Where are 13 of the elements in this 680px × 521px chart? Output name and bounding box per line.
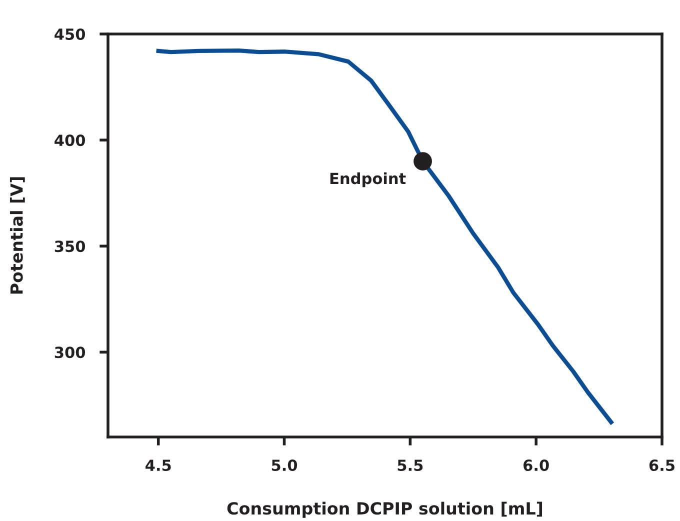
x-tick-label: 5.0 <box>272 459 298 472</box>
x-tick-label: 4.5 <box>146 460 171 472</box>
y-tick-label: 450 <box>54 28 86 40</box>
line-series <box>156 48 614 424</box>
x-axis-title: Consumption DCPIP solution [mL] <box>227 502 542 518</box>
y-tick-label: 300 <box>54 346 86 358</box>
x-tick-label: 5.5 <box>398 460 423 472</box>
y-tick-label: 400 <box>54 134 86 146</box>
y-tick-label: 350 <box>54 240 86 252</box>
y-axis-title: Potential [V] <box>10 177 25 294</box>
x-tick-label: 6.0 <box>524 459 549 472</box>
x-tick-label: 6.5 <box>649 460 674 472</box>
annotation: Endpoint <box>330 172 406 188</box>
